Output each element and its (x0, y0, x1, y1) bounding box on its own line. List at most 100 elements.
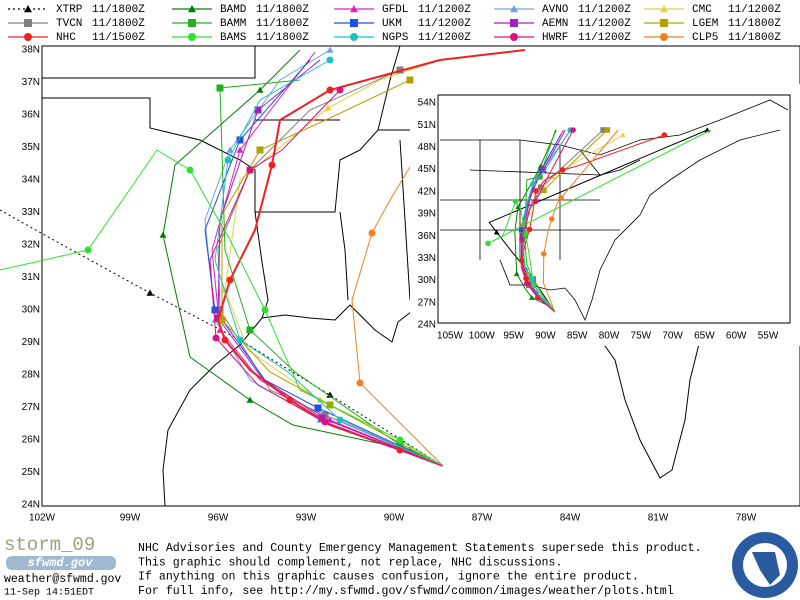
marker (246, 166, 254, 174)
inset-lon-label: 55W (758, 331, 779, 342)
lon-label: 93W (296, 513, 317, 524)
marker (406, 76, 414, 84)
marker (318, 414, 326, 422)
legend-name: NHC (56, 32, 76, 44)
marker (236, 136, 244, 144)
legend-time: 11/1200Z (578, 4, 631, 16)
lat-label: 28N (22, 370, 40, 381)
legend-time: 11/1800Z (256, 4, 309, 16)
lat-label: 30N (22, 305, 40, 316)
track (162, 49, 444, 467)
lat-label: 26N (22, 435, 40, 446)
marker (549, 216, 555, 222)
inset-lon-label: 90W (535, 331, 556, 342)
inset-lon-label: 60W (726, 331, 747, 342)
inset-lon-label: 70W (662, 331, 683, 342)
marker (368, 229, 376, 237)
marker (146, 289, 154, 296)
marker (268, 161, 276, 169)
inset-lat-label: 36N (418, 231, 436, 242)
marker (350, 33, 358, 41)
marker (620, 132, 626, 138)
marker (226, 146, 234, 153)
marker (485, 240, 491, 247)
inset-lon-label: 100W (469, 331, 496, 342)
marker (188, 5, 196, 13)
inset-frame (437, 94, 791, 324)
marker (336, 416, 344, 424)
marker (188, 19, 196, 27)
inset-lat-label: 39N (418, 209, 436, 220)
legend-time: 11/1800Z (256, 32, 309, 44)
marker (326, 56, 334, 64)
disclaimer-line: If anything on this graphic causes confu… (138, 571, 639, 584)
marker (24, 5, 32, 13)
marker (660, 19, 668, 27)
footer: storm_09 sfwmd.gov weather@sfwmd.gov 11-… (4, 532, 798, 599)
marker (24, 19, 32, 27)
lat-label: 25N (22, 467, 40, 478)
lat-label: 32N (22, 240, 40, 251)
marker (396, 436, 404, 444)
marker (540, 167, 547, 173)
lon-label: 102W (29, 513, 56, 524)
legend-name: BAMD (220, 4, 247, 16)
lon-label: 90W (384, 513, 405, 524)
inset-lon-label: 75W (631, 331, 652, 342)
marker (256, 86, 264, 93)
disclaimer-line: For full info, see http://my.sfwmd.gov/s… (138, 585, 674, 598)
marker (510, 5, 518, 13)
lat-label: 31N (22, 272, 40, 283)
disclaimer: NHC Advisories and County Emergency Mana… (138, 542, 702, 598)
legend-name: LGEM (692, 18, 718, 30)
legend-name: HWRF (542, 32, 568, 44)
marker (236, 336, 244, 344)
legend-time: 11/1800Z (256, 18, 309, 30)
marker (254, 106, 262, 114)
model-tracks (0, 46, 526, 467)
lon-label: 81W (648, 513, 669, 524)
marker (526, 276, 532, 282)
legend-name: XTRP (56, 4, 83, 16)
legend-name: BAMM (220, 18, 246, 30)
track (0, 209, 444, 467)
marker (159, 231, 167, 238)
lat-label: 33N (22, 207, 40, 218)
marker (84, 246, 92, 254)
marker (212, 334, 220, 342)
inset-tracks (485, 127, 712, 313)
marker (350, 5, 358, 13)
marker (493, 229, 500, 235)
inset-lat-label: 54N (418, 98, 436, 109)
marker (558, 195, 564, 201)
marker (541, 187, 547, 193)
marker (530, 181, 536, 187)
marker (519, 237, 525, 243)
lat-label: 24N (22, 500, 40, 511)
track (0, 149, 444, 467)
legend-time: 11/1200Z (578, 32, 631, 44)
marker (326, 46, 334, 53)
marker (324, 104, 332, 111)
inset-lon-label: 65W (694, 331, 715, 342)
marker (216, 84, 224, 92)
legend-time: 11/1800Z (92, 18, 145, 30)
lat-label: 29N (22, 337, 40, 348)
legend-time: 11/1800Z (728, 18, 781, 30)
marker (236, 146, 244, 153)
legend-name: NGPS (382, 32, 409, 44)
marker (604, 127, 611, 133)
marker (510, 33, 518, 41)
track (224, 59, 444, 467)
marker (660, 5, 668, 13)
marker (510, 19, 518, 27)
marker (519, 258, 525, 264)
inset-lat-label: 48N (418, 142, 436, 153)
marker (321, 418, 329, 426)
inset-lat-label: 51N (418, 120, 436, 131)
marker (526, 226, 533, 233)
lon-label: 84W (560, 513, 581, 524)
inset-lat-label: 45N (418, 164, 436, 175)
marker (540, 251, 547, 257)
